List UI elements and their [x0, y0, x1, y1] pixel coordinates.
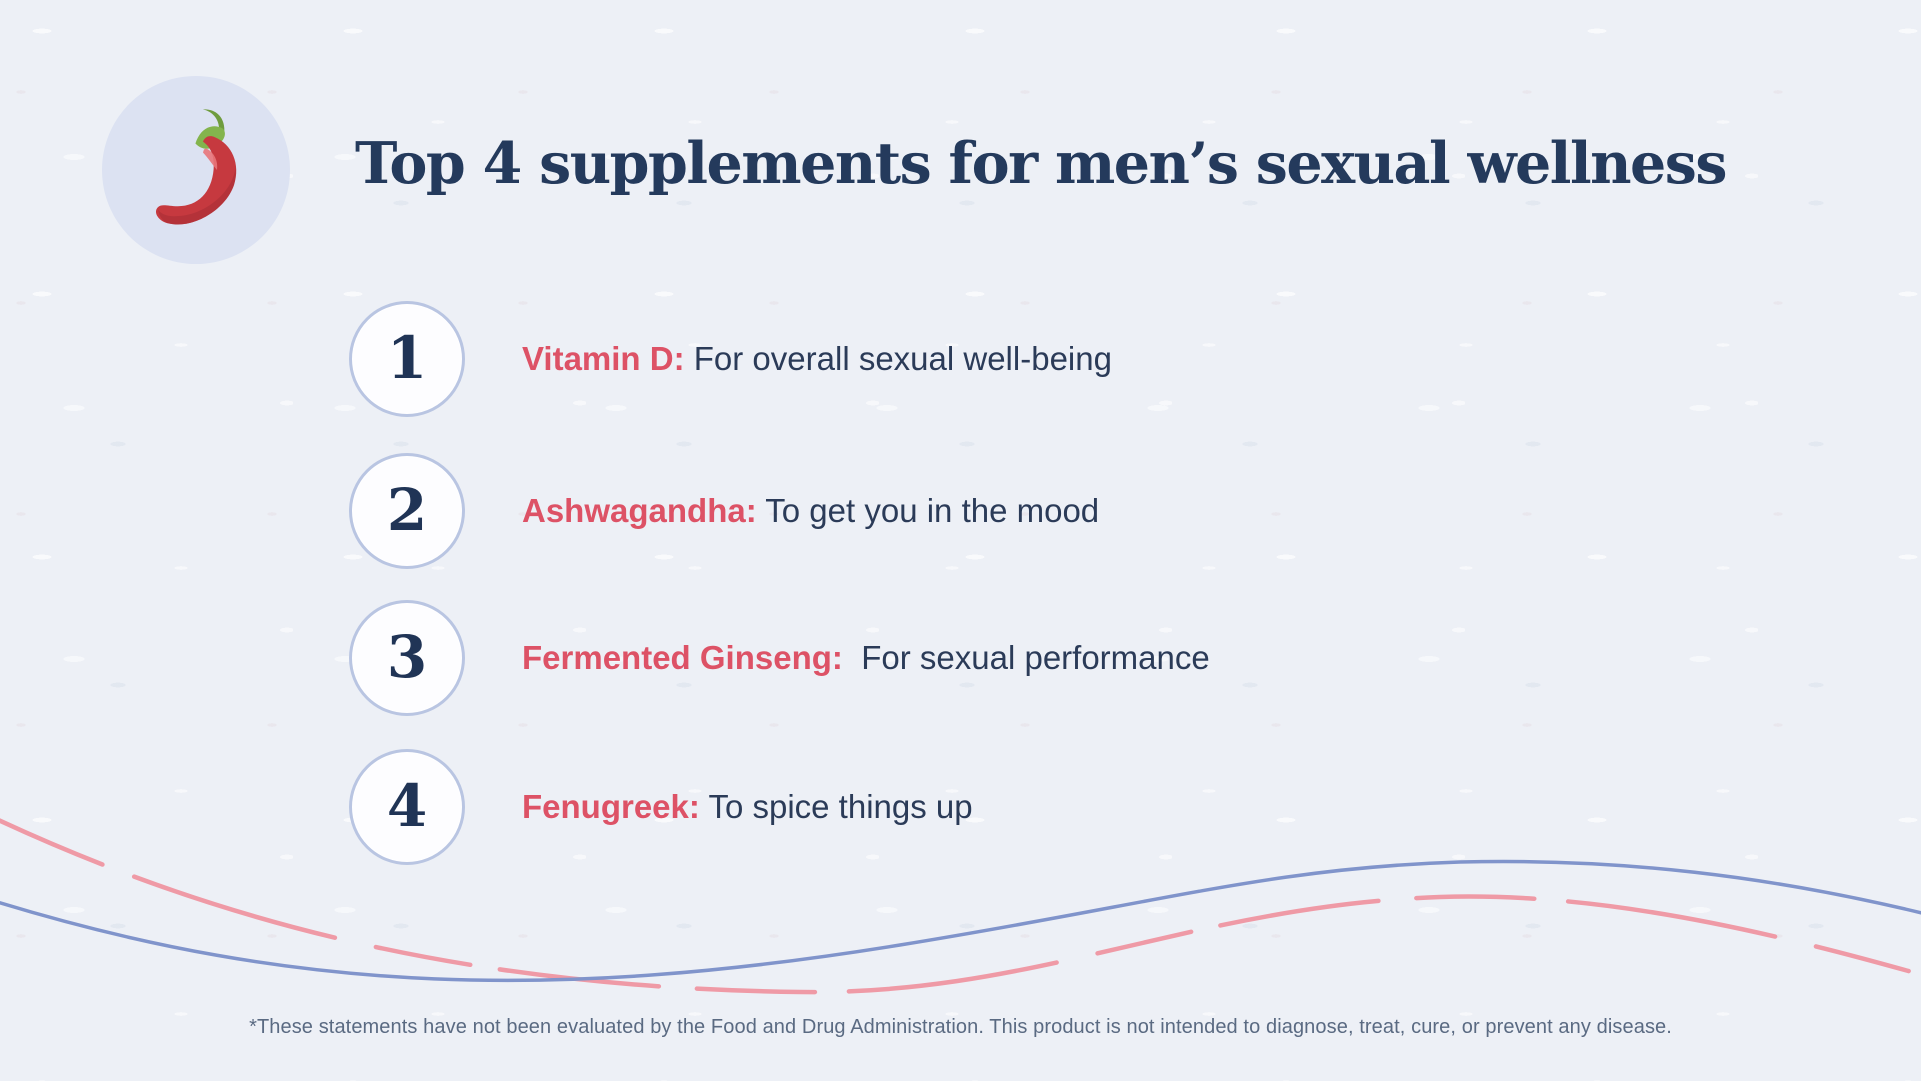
supplement-description: For sexual performance: [861, 639, 1210, 676]
item-number: 1: [386, 324, 428, 392]
supplement-name: Fermented Ginseng:: [522, 639, 843, 676]
avatar: [102, 76, 290, 264]
list-item: 3 Fermented Ginseng: For sexual performa…: [349, 600, 1210, 716]
list-item: 4 Fenugreek: To spice things up: [349, 749, 973, 865]
supplement-name: Fenugreek:: [522, 788, 700, 825]
item-text: Fermented Ginseng: For sexual performanc…: [522, 639, 1210, 677]
item-text: Fenugreek: To spice things up: [522, 788, 973, 826]
list-item: 2 Ashwagandha: To get you in the mood: [349, 453, 1099, 569]
item-text: Vitamin D: For overall sexual well-being: [522, 340, 1112, 378]
supplement-description: To spice things up: [708, 788, 973, 825]
page-title: Top 4 supplements for men’s sexual welln…: [355, 130, 1728, 197]
supplement-description: To get you in the mood: [765, 492, 1100, 529]
item-number: 4: [386, 772, 428, 840]
supplement-name: Ashwagandha:: [522, 492, 757, 529]
supplement-description: For overall sexual well-being: [693, 340, 1112, 377]
fda-disclaimer: *These statements have not been evaluate…: [249, 1016, 1672, 1038]
list-item: 1 Vitamin D: For overall sexual well-bei…: [349, 301, 1112, 417]
item-number-badge: 1: [349, 301, 465, 417]
item-number: 2: [386, 476, 428, 544]
chili-pepper-icon: [156, 109, 237, 225]
item-number-badge: 4: [349, 749, 465, 865]
wave-blue-solid: [0, 859, 1921, 983]
item-number-badge: 3: [349, 600, 465, 716]
item-number-badge: 2: [349, 453, 465, 569]
supplement-name: Vitamin D:: [522, 340, 685, 377]
item-number: 3: [386, 623, 428, 691]
item-text: Ashwagandha: To get you in the mood: [522, 492, 1099, 530]
